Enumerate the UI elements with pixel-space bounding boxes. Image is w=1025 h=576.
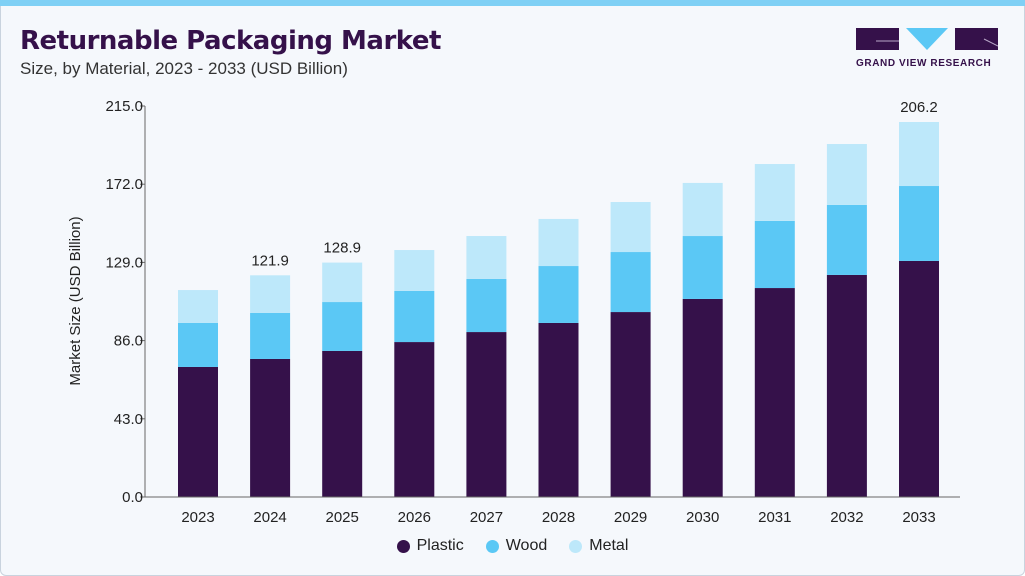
bar-plastic-2024: [250, 358, 291, 497]
bar-metal-2030: [682, 182, 723, 237]
x-tick-label: 2027: [470, 509, 503, 526]
y-tick-label: 43.0: [114, 411, 143, 428]
y-tick-label: 129.0: [105, 254, 143, 271]
x-tick-label: 2032: [830, 509, 863, 526]
x-tick-label: 2029: [614, 509, 647, 526]
legend-swatch: [485, 539, 499, 553]
bar-wood-2026: [394, 290, 435, 343]
bar-wood-2028: [538, 266, 579, 323]
legend: Plastic Wood Metal: [0, 537, 1025, 555]
legend-item-wood: Wood: [485, 537, 548, 555]
bar-plastic-2026: [394, 342, 435, 497]
legend-swatch: [396, 539, 410, 553]
chart-title: Returnable Packaging Market: [20, 26, 441, 56]
bar-plastic-2032: [826, 274, 867, 497]
bar-plastic-2031: [754, 288, 795, 497]
bar-plastic-2027: [466, 332, 507, 497]
data-label-2025: 128.9: [323, 240, 361, 257]
x-tick-label: 2026: [398, 509, 431, 526]
legend-label: Plastic: [416, 537, 464, 554]
bar-wood-2031: [754, 220, 795, 289]
bar-plastic-2029: [610, 312, 651, 497]
x-tick-label: 2025: [326, 509, 359, 526]
y-tick-label: 0.0: [122, 489, 143, 506]
bar-wood-2032: [826, 204, 867, 275]
bar-wood-2030: [682, 236, 723, 299]
bar-metal-2029: [610, 202, 651, 253]
bar-wood-2025: [322, 302, 363, 351]
top-accent-bar: [0, 0, 1025, 6]
legend-label: Wood: [505, 537, 548, 554]
x-tick-label: 2023: [181, 509, 214, 526]
bar-metal-2025: [322, 262, 363, 303]
legend-label: Metal: [589, 537, 629, 554]
bar-metal-2027: [466, 236, 507, 279]
bar-wood-2033: [899, 186, 939, 261]
x-tick-label: 2028: [542, 509, 575, 526]
data-label-2024: 121.9: [251, 252, 289, 269]
bar-plastic-2033: [899, 260, 939, 497]
bar-plastic-2028: [538, 322, 579, 497]
bar-plastic-2030: [682, 298, 723, 497]
y-tick-label: 215.0: [105, 98, 143, 115]
data-label-2033: 206.2: [900, 99, 938, 116]
y-tick-label: 86.0: [114, 333, 143, 350]
x-tick-label: 2030: [686, 509, 719, 526]
bar-metal-2023: [178, 290, 218, 323]
x-tick-label: 2031: [758, 509, 791, 526]
bar-wood-2029: [610, 252, 651, 313]
legend-item-metal: Metal: [569, 537, 628, 555]
legend-swatch: [569, 539, 583, 553]
bar-metal-2031: [754, 164, 795, 221]
chart-subtitle: Size, by Material, 2023 - 2033 (USD Bill…: [20, 59, 348, 78]
legend-item-plastic: Plastic: [396, 537, 464, 555]
bar-wood-2024: [250, 312, 291, 359]
bar-wood-2023: [178, 322, 218, 367]
bar-metal-2033: [899, 122, 939, 187]
logo-text: GRAND VIEW RESEARCH: [856, 58, 992, 69]
bar-plastic-2025: [322, 350, 363, 497]
grand-view-research-logo: [856, 28, 998, 50]
bar-metal-2026: [394, 250, 435, 291]
y-tick-label: 172.0: [105, 176, 143, 193]
x-tick-label: 2033: [902, 509, 935, 526]
bar-metal-2028: [538, 218, 579, 267]
bar-wood-2027: [466, 278, 507, 333]
x-tick-label: 2024: [253, 509, 286, 526]
bar-metal-2032: [826, 144, 867, 205]
bar-metal-2024: [250, 275, 291, 313]
y-axis-label: Market Size (USD Billion): [67, 216, 84, 385]
bar-plastic-2023: [178, 366, 218, 497]
